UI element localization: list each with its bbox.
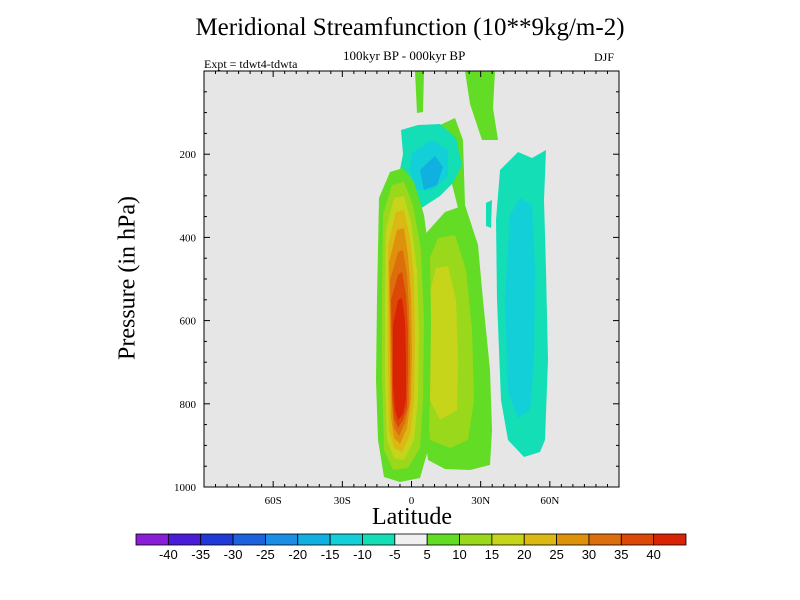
colorbar-label: -30 bbox=[224, 547, 243, 562]
colorbar-label: 30 bbox=[582, 547, 596, 562]
x-tick-label: 60S bbox=[265, 495, 282, 507]
contour-midlat-negative-10 bbox=[505, 198, 535, 418]
colorbar-label: -40 bbox=[159, 547, 178, 562]
colorbar-swatch bbox=[491, 533, 525, 546]
colorbar-swatch bbox=[588, 533, 622, 546]
x-tick-label: 60N bbox=[540, 495, 559, 507]
colorbar-swatch bbox=[653, 533, 687, 546]
colorbar-label: -15 bbox=[321, 547, 340, 562]
colorbar-label: -25 bbox=[256, 547, 275, 562]
colorbar-label: 40 bbox=[646, 547, 660, 562]
colorbar-label: 15 bbox=[485, 547, 499, 562]
season-annotation: DJF bbox=[594, 50, 615, 64]
colorbar-swatch bbox=[329, 533, 363, 546]
colorbar-label: 20 bbox=[517, 547, 531, 562]
contour-fill-layer bbox=[376, 71, 548, 482]
contour-green-streak bbox=[465, 71, 498, 140]
colorbar-label: 25 bbox=[549, 547, 563, 562]
colorbar-swatch bbox=[297, 533, 331, 546]
y-tick-label: 200 bbox=[180, 149, 197, 161]
colorbar-label: -20 bbox=[288, 547, 307, 562]
colorbar-swatch bbox=[620, 533, 655, 546]
colorbar-label: 10 bbox=[452, 547, 466, 562]
contour-teal-patch bbox=[486, 200, 492, 228]
colorbar: -40 -35 -30 -25 -20 -15 -10 -5 5 10 15 20 25 30 35 40 bbox=[135, 533, 687, 562]
colorbar-label: 35 bbox=[614, 547, 628, 562]
axis-ticks: 60S 30S 0 30N 60N 200 400 600 800 1000 bbox=[174, 71, 619, 507]
x-tick-label: 30N bbox=[471, 495, 490, 507]
colorbar-swatch bbox=[556, 533, 590, 546]
colorbar-swatch bbox=[394, 533, 428, 546]
y-tick-label: 800 bbox=[180, 399, 197, 411]
colorbar-swatch bbox=[167, 533, 202, 546]
colorbar-label: -10 bbox=[353, 547, 372, 562]
colorbar-label: -35 bbox=[191, 547, 210, 562]
contour-equatorial-positive-40 bbox=[393, 298, 406, 420]
colorbar-swatch bbox=[426, 533, 460, 546]
colorbar-label: -5 bbox=[389, 547, 401, 562]
contour-upper-negative-15 bbox=[420, 156, 443, 190]
y-tick-label: 400 bbox=[180, 232, 197, 244]
x-tick-label: 0 bbox=[409, 495, 415, 507]
chart-title: Meridional Streamfunction (10**9kg/m-2) bbox=[195, 14, 625, 41]
x-axis-label: Latitude bbox=[372, 504, 452, 530]
colorbar-swatch bbox=[362, 533, 396, 546]
x-tick-label: 30S bbox=[334, 495, 351, 507]
y-tick-label: 1000 bbox=[174, 482, 197, 494]
contour-green-streak bbox=[415, 71, 424, 113]
colorbar-swatch bbox=[135, 533, 169, 546]
colorbar-label: 5 bbox=[424, 547, 431, 562]
y-tick-label: 600 bbox=[180, 316, 197, 328]
colorbar-swatch bbox=[459, 533, 493, 546]
colorbar-swatch bbox=[232, 533, 266, 546]
contour-tropical-positive-15 bbox=[428, 266, 458, 420]
colorbar-swatch bbox=[265, 533, 299, 546]
chart-subtitle: 100kyr BP - 000kyr BP bbox=[343, 48, 466, 63]
colorbar-swatch bbox=[200, 533, 234, 546]
experiment-annotation: Expt = tdwt4-tdwta bbox=[204, 57, 298, 71]
colorbar-swatch bbox=[523, 533, 557, 546]
